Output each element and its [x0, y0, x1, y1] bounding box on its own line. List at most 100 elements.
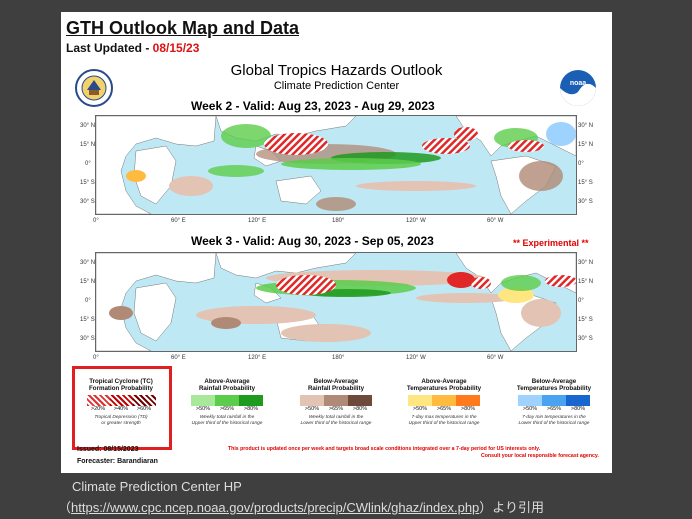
legend-below-temp-swatch-50 — [518, 395, 542, 406]
w3-lon-0: 0° — [93, 355, 99, 361]
legend-below-temp: Below-Average Temperatures Probability >… — [502, 378, 606, 427]
legend-below-temp-swatch-65 — [542, 395, 566, 406]
w2-lat-15n-left: 15° N — [80, 142, 96, 148]
legend-tc-value-60: >60% — [136, 406, 152, 412]
map-title: Global Tropics Hazards Outlook — [230, 62, 443, 79]
legend-below-temp-title2: Temperatures Probability — [516, 385, 592, 392]
w3-lat-15n-right: 15° N — [578, 279, 594, 285]
legend-below-rain-value-80: >80% — [352, 406, 368, 412]
last-updated: Last Updated - 08/15/23 — [66, 41, 199, 55]
legend-below-rain-swatch-65 — [324, 395, 348, 406]
legend-below-rain-swatch-80 — [348, 395, 372, 406]
w3-lon-120e: 120° E — [248, 355, 267, 361]
legend-above-rain-title1: Above-Average — [204, 378, 250, 385]
legend-below-temp-value-65: >65% — [546, 406, 562, 412]
legend-above-temp-swatch-50 — [408, 395, 432, 406]
legend-above-rain-value-65: >65% — [219, 406, 235, 412]
legend-below-temp-note1: 7-day min temperatures in the — [522, 415, 586, 420]
outlook-card: GTH Outlook Map and Data Last Updated - … — [61, 12, 612, 473]
caption-url-link[interactable]: https://www.cpc.ncep.noaa.gov/products/p… — [71, 500, 480, 515]
legend-tc-swatch-60 — [132, 395, 156, 406]
forecaster: Forecaster: Barandiaran — [77, 458, 158, 465]
legend-above-temp-swatch-80 — [456, 395, 480, 406]
w2-lon-120w: 120° W — [406, 218, 426, 224]
w2-lon-60e: 60° E — [171, 218, 186, 224]
legend-below-rain-title2: Rainfall Probability — [307, 385, 365, 392]
last-updated-date: 08/15/23 — [152, 41, 200, 55]
caption-close: ）より引用 — [479, 500, 545, 515]
w2-lat-15s-right: 15° S — [578, 180, 593, 186]
w3-lat-30n-right: 30° N — [578, 260, 594, 266]
legend-tc-highlight — [72, 366, 172, 450]
w3-lon-60w: 60° W — [487, 355, 504, 361]
legend-below-rain-note2: Lower third of the historical range — [300, 421, 372, 426]
legend-tc-note2: or greater strength — [101, 421, 141, 426]
legend-above-rain-swatch-65 — [215, 395, 239, 406]
legend-below-temp-value-50: >50% — [522, 406, 538, 412]
legend-above-rain-note1: Weekly total rainfall in the — [199, 415, 255, 420]
legend-tc: Tropical Cyclone (TC) Formation Probabil… — [75, 378, 167, 427]
w2-lon-0: 0° — [93, 218, 99, 224]
w3-lat-30n-left: 30° N — [80, 260, 96, 266]
legend-above-rain-note2: Upper third of the historical range — [191, 421, 263, 426]
legend-tc-swatch-20 — [86, 395, 110, 406]
legend-below-temp-note2: Lower third of the historical range — [518, 421, 590, 426]
w2-lon-180: 180° — [332, 218, 345, 224]
week2-label: Week 2 - Valid: Aug 23, 2023 - Aug 29, 2… — [191, 99, 435, 113]
legend-tc-title1: Tropical Cyclone (TC) — [89, 378, 153, 385]
legend-below-rain-value-65: >65% — [328, 406, 344, 412]
week3-label: Week 3 - Valid: Aug 30, 2023 - Sep 05, 2… — [191, 234, 434, 248]
legend-tc-value-20: >20% — [90, 406, 106, 412]
legend-above-rain-swatch-80 — [239, 395, 263, 406]
map-subtitle: Climate Prediction Center — [273, 80, 400, 92]
legend-tc-value-40: >40% — [113, 406, 129, 412]
legend-above-temp-value-50: >50% — [412, 406, 428, 412]
legend-above-rain-title2: Rainfall Probability — [198, 385, 256, 392]
w3-lat-15s-left: 15° S — [80, 317, 95, 323]
footer-note-update: This product is updated once per week an… — [228, 446, 541, 452]
legend-tc-title2: Formation Probability — [89, 385, 153, 392]
issued-date: Issued: 08/15/2023 — [77, 446, 139, 453]
page-title: GTH Outlook Map and Data — [66, 18, 300, 38]
legend-above-temp-note1: 7-day max temperatures in the — [411, 415, 477, 420]
svg-text:noaa: noaa — [570, 80, 586, 87]
last-updated-label: Last Updated - — [66, 41, 153, 55]
w3-lat-0-right: 0° — [578, 298, 584, 304]
legend-above-temp-title1: Above-Average — [421, 378, 467, 385]
w2-lon-120e: 120° E — [248, 218, 267, 224]
w2-lat-0-left: 0° — [85, 161, 91, 167]
noaa-logo: noaa — [560, 70, 596, 106]
legend-above-rain-value-80: >80% — [243, 406, 259, 412]
w3-lat-30s-left: 30° S — [80, 336, 95, 342]
w2-lat-30s-left: 30° S — [80, 199, 95, 205]
caption-citation: （https://www.cpc.ncep.noaa.gov/products/… — [58, 497, 544, 516]
legend-above-temp: Above-Average Temperatures Probability >… — [394, 378, 494, 427]
w2-lat-30n-right: 30° N — [578, 123, 594, 129]
w3-lon-180: 180° — [332, 355, 345, 361]
w2-lat-30n-left: 30° N — [80, 123, 96, 129]
legend-above-temp-value-80: >80% — [460, 406, 476, 412]
legend-above-rain-swatch-50 — [191, 395, 215, 406]
w2-lat-0-right: 0° — [578, 161, 584, 167]
footer-note-consult: Consult your local responsible forecast … — [481, 453, 599, 459]
w3-lon-120w: 120° W — [406, 355, 426, 361]
legend-below-temp-value-80: >80% — [570, 406, 586, 412]
legend-below-temp-swatch-80 — [566, 395, 590, 406]
legend-above-temp-title2: Temperatures Probability — [406, 385, 482, 392]
legend-below-rain-title1: Below-Average — [313, 378, 359, 385]
w3-lat-15s-right: 15° S — [578, 317, 593, 323]
w3-lon-60e: 60° E — [171, 355, 186, 361]
legend-below-temp-title1: Below-Average — [531, 378, 577, 385]
w2-lat-15s-left: 15° S — [80, 180, 95, 186]
w2-lon-60w: 60° W — [487, 218, 504, 224]
caption-open-paren: （ — [58, 500, 72, 515]
caption-source: Climate Prediction Center HP — [72, 479, 242, 494]
legend-tc-note1: Tropical Depression (TD) — [94, 415, 148, 420]
w2-lat-30s-right: 30° S — [578, 199, 593, 205]
legend-above-temp-note2: Upper third of the historical range — [408, 421, 480, 426]
legend-above-temp-swatch-65 — [432, 395, 456, 406]
experimental-badge: ** Experimental ** — [513, 238, 589, 248]
legend-above-rain-value-50: >50% — [195, 406, 211, 412]
week2-map — [95, 115, 577, 215]
legend-below-rain: Below-Average Rainfall Probability >50% … — [286, 378, 386, 427]
